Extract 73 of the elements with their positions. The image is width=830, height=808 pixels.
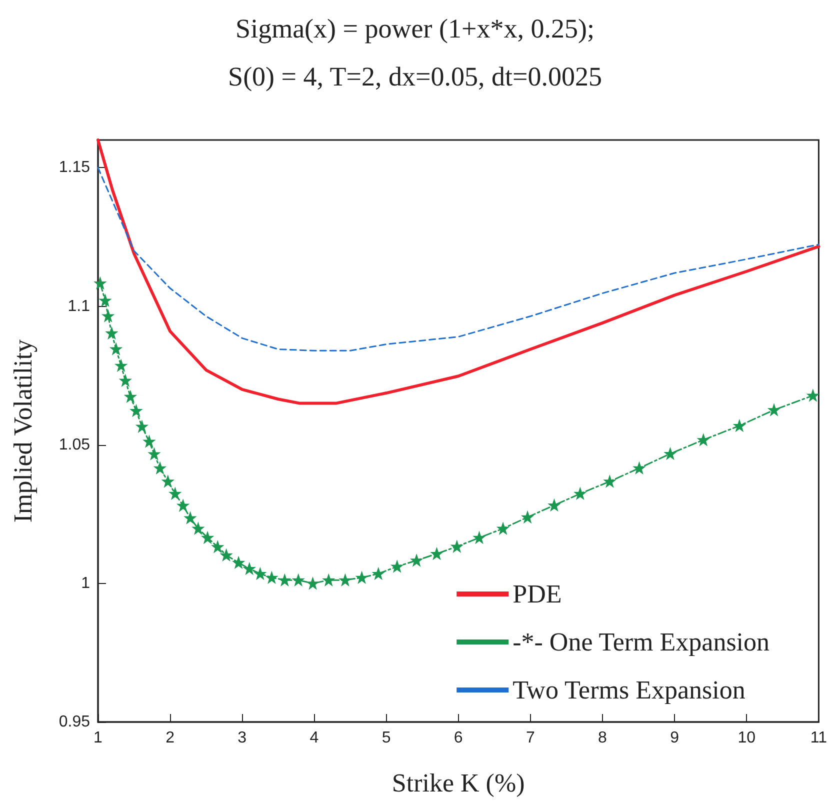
x-tick-label: 3 [238, 730, 247, 746]
y-tick-label: 0.95 [58, 714, 90, 730]
line-series [97, 166, 820, 352]
point [411, 555, 422, 566]
legend-label: PDE [512, 580, 562, 608]
point [734, 420, 745, 431]
point [279, 574, 290, 586]
point [604, 476, 615, 487]
point [522, 512, 533, 522]
point [170, 488, 180, 499]
x-tick-label: 7 [526, 730, 535, 746]
x-tick-label: 6 [454, 730, 463, 746]
point [266, 572, 277, 583]
point [120, 375, 131, 386]
x-tick-label: 5 [382, 730, 391, 746]
point [356, 572, 368, 583]
point [574, 488, 586, 499]
point [233, 557, 244, 568]
point [144, 436, 154, 447]
point [130, 406, 142, 416]
y-axis-title: Implied Volatility [8, 339, 38, 523]
point [212, 542, 223, 552]
point [768, 404, 780, 416]
point [221, 550, 232, 560]
line-series [96, 138, 820, 405]
x-tick-label: 11 [810, 730, 828, 746]
point [94, 278, 106, 289]
point [110, 344, 122, 354]
chart-title: Sigma(x) = power (1+x*x, 0.25); [236, 14, 594, 44]
point [293, 574, 304, 586]
point [162, 476, 174, 487]
point [125, 391, 136, 402]
x-tick-label: 1 [94, 730, 103, 746]
point [202, 532, 213, 543]
x-tick-label: 8 [598, 730, 608, 746]
point [498, 523, 508, 534]
point [116, 360, 126, 371]
legend-label: -*- One Term Expansion [512, 628, 770, 656]
point [192, 523, 204, 534]
point [548, 500, 560, 511]
point [154, 462, 166, 474]
y-tick-label: 1.1 [68, 298, 90, 315]
x-axis-title: Strike K (%) [392, 768, 525, 798]
point [148, 448, 160, 460]
y-tick-label: 1 [81, 574, 90, 592]
point [106, 328, 117, 338]
y-tick-label: 1.05 [58, 436, 90, 454]
point [634, 462, 644, 474]
x-tick-label: 9 [670, 730, 680, 746]
y-tick-label: 1.15 [58, 159, 90, 176]
point [254, 568, 266, 579]
point [698, 434, 709, 446]
point [664, 448, 676, 459]
point [323, 574, 334, 586]
point [100, 295, 110, 306]
point [452, 541, 462, 552]
point [185, 512, 196, 524]
point [308, 578, 318, 589]
point [373, 568, 384, 579]
point [102, 310, 114, 322]
x-tick-label: 4 [310, 730, 319, 746]
chart-subtitle: S(0) = 4, T=2, dx=0.05, dt=0.0025 [228, 62, 602, 92]
legend-label: Two Terms Expansion [512, 676, 746, 704]
point [136, 421, 148, 432]
point [244, 563, 255, 574]
point [431, 548, 442, 560]
x-tick-label: 2 [166, 730, 175, 746]
point [178, 500, 188, 511]
point [808, 390, 818, 401]
x-tick-label: 10 [738, 730, 756, 746]
point [392, 561, 402, 572]
point [474, 532, 484, 543]
point [340, 574, 350, 586]
